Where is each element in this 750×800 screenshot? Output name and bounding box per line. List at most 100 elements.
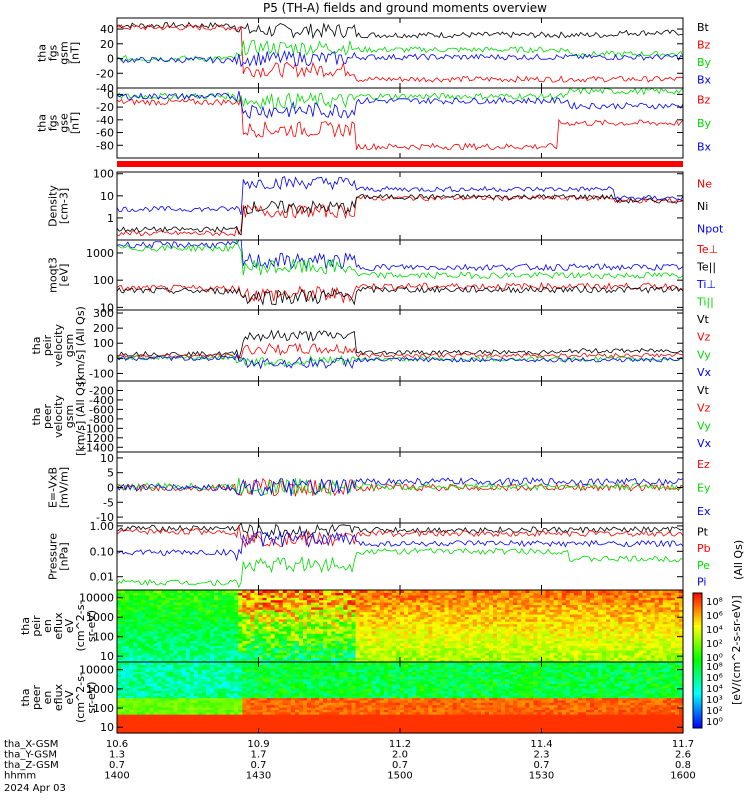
heatmap-cell xyxy=(209,614,215,617)
heatmap-cell xyxy=(670,640,676,644)
heatmap-cell xyxy=(581,630,587,634)
heatmap-cell xyxy=(133,616,138,620)
heatmap-cell xyxy=(428,630,433,634)
heatmap-cell xyxy=(565,604,571,608)
heatmap-cell xyxy=(197,614,203,617)
heatmap-cell xyxy=(189,623,195,627)
legend-Bx: Bx xyxy=(697,73,712,86)
heatmap-cell xyxy=(404,616,409,620)
heatmap-cell xyxy=(678,597,684,601)
heatmap-cell xyxy=(650,657,656,661)
heatmap-cell xyxy=(327,590,332,593)
heatmap-cell xyxy=(585,642,591,646)
heatmap-cell xyxy=(367,654,373,658)
heatmap-cell xyxy=(638,626,644,629)
heatmap-cell xyxy=(339,618,344,622)
heatmap-cell xyxy=(614,606,619,610)
heatmap-cell xyxy=(594,650,599,653)
heatmap-cell xyxy=(133,690,138,694)
heatmap-cell xyxy=(400,621,405,625)
heatmap-cell xyxy=(234,594,239,598)
heatmap-cell xyxy=(141,702,146,706)
heatmap-cell xyxy=(193,638,199,641)
heatmap-cell xyxy=(149,721,154,725)
heatmap-cell xyxy=(157,711,163,715)
heatmap-cell xyxy=(117,623,122,627)
heatmap-cell xyxy=(476,642,482,646)
heatmap-cell xyxy=(254,594,260,598)
heatmap-cell xyxy=(169,630,175,634)
heatmap-cell xyxy=(400,590,405,593)
heatmap-cell xyxy=(525,599,530,603)
heatmap-cell xyxy=(618,652,623,656)
heatmap-cell xyxy=(634,657,640,661)
heatmap-cell xyxy=(177,702,183,706)
heatmap-cell xyxy=(145,647,150,651)
heatmap-cell xyxy=(674,592,680,596)
heatmap-cell xyxy=(590,623,595,627)
heatmap-cell xyxy=(452,645,458,649)
heatmap-cell xyxy=(448,652,454,656)
heatmap-cell xyxy=(569,604,575,608)
heatmap-cell xyxy=(533,642,539,646)
heatmap-cell xyxy=(400,650,405,653)
heatmap-cell xyxy=(569,642,575,646)
heatmap-cell xyxy=(666,633,672,637)
heatmap-cell xyxy=(161,650,167,653)
heatmap-cell xyxy=(339,616,344,620)
heatmap-cell xyxy=(513,594,518,598)
heatmap-cell xyxy=(270,642,276,646)
heatmap-cell xyxy=(432,590,437,593)
heatmap-cell xyxy=(501,642,506,646)
heatmap-cell xyxy=(626,659,632,663)
heatmap-cell xyxy=(294,618,300,622)
heatmap-cell xyxy=(298,597,304,601)
heatmap-cell xyxy=(157,683,163,687)
heatmap-cell xyxy=(561,621,567,625)
heatmap-cell xyxy=(335,606,340,610)
heatmap-cell xyxy=(610,633,615,637)
heatmap-cell xyxy=(460,623,466,627)
heatmap-cell xyxy=(569,640,575,644)
heatmap-cell xyxy=(626,597,632,601)
heatmap-cell xyxy=(157,633,163,637)
heatmap-cell xyxy=(638,633,644,637)
heatmap-cell xyxy=(420,606,425,610)
heatmap-cell xyxy=(145,666,150,670)
heatmap-cell xyxy=(654,626,660,629)
heatmap-cell xyxy=(420,659,425,663)
y-tick-label: -20 xyxy=(96,101,114,114)
heatmap-cell xyxy=(141,704,146,708)
heatmap-cell xyxy=(335,614,340,617)
heatmap-cell xyxy=(440,647,446,651)
heatmap-cell xyxy=(218,630,223,634)
heatmap-cell xyxy=(185,635,191,639)
heatmap-cell xyxy=(315,611,320,615)
heatmap-cell xyxy=(460,602,466,605)
heatmap-cell xyxy=(335,638,340,641)
heatmap-cell xyxy=(205,597,211,601)
heatmap-cell xyxy=(157,704,163,708)
heatmap-cell xyxy=(480,621,486,625)
heatmap-cell xyxy=(573,642,579,646)
heatmap-cell xyxy=(420,614,425,617)
heatmap-cell xyxy=(226,618,231,622)
heatmap-cell xyxy=(614,594,619,598)
heatmap-cell xyxy=(513,628,518,632)
heatmap-cell xyxy=(214,645,219,649)
heatmap-cell xyxy=(545,647,551,651)
heatmap-cell xyxy=(157,702,163,706)
heatmap-cell xyxy=(626,657,632,661)
heatmap-cell xyxy=(638,618,644,622)
heatmap-cell xyxy=(654,645,660,649)
heatmap-cell xyxy=(129,702,134,706)
heatmap-cell xyxy=(121,647,126,651)
heatmap-cell xyxy=(488,633,494,637)
heatmap-cell xyxy=(420,635,425,639)
heatmap-cell xyxy=(161,654,167,658)
heatmap-cell xyxy=(585,599,591,603)
heatmap-cell xyxy=(501,635,506,639)
heatmap-cell xyxy=(185,606,191,610)
heatmap-cell xyxy=(133,706,138,710)
heatmap-cell xyxy=(157,594,163,598)
